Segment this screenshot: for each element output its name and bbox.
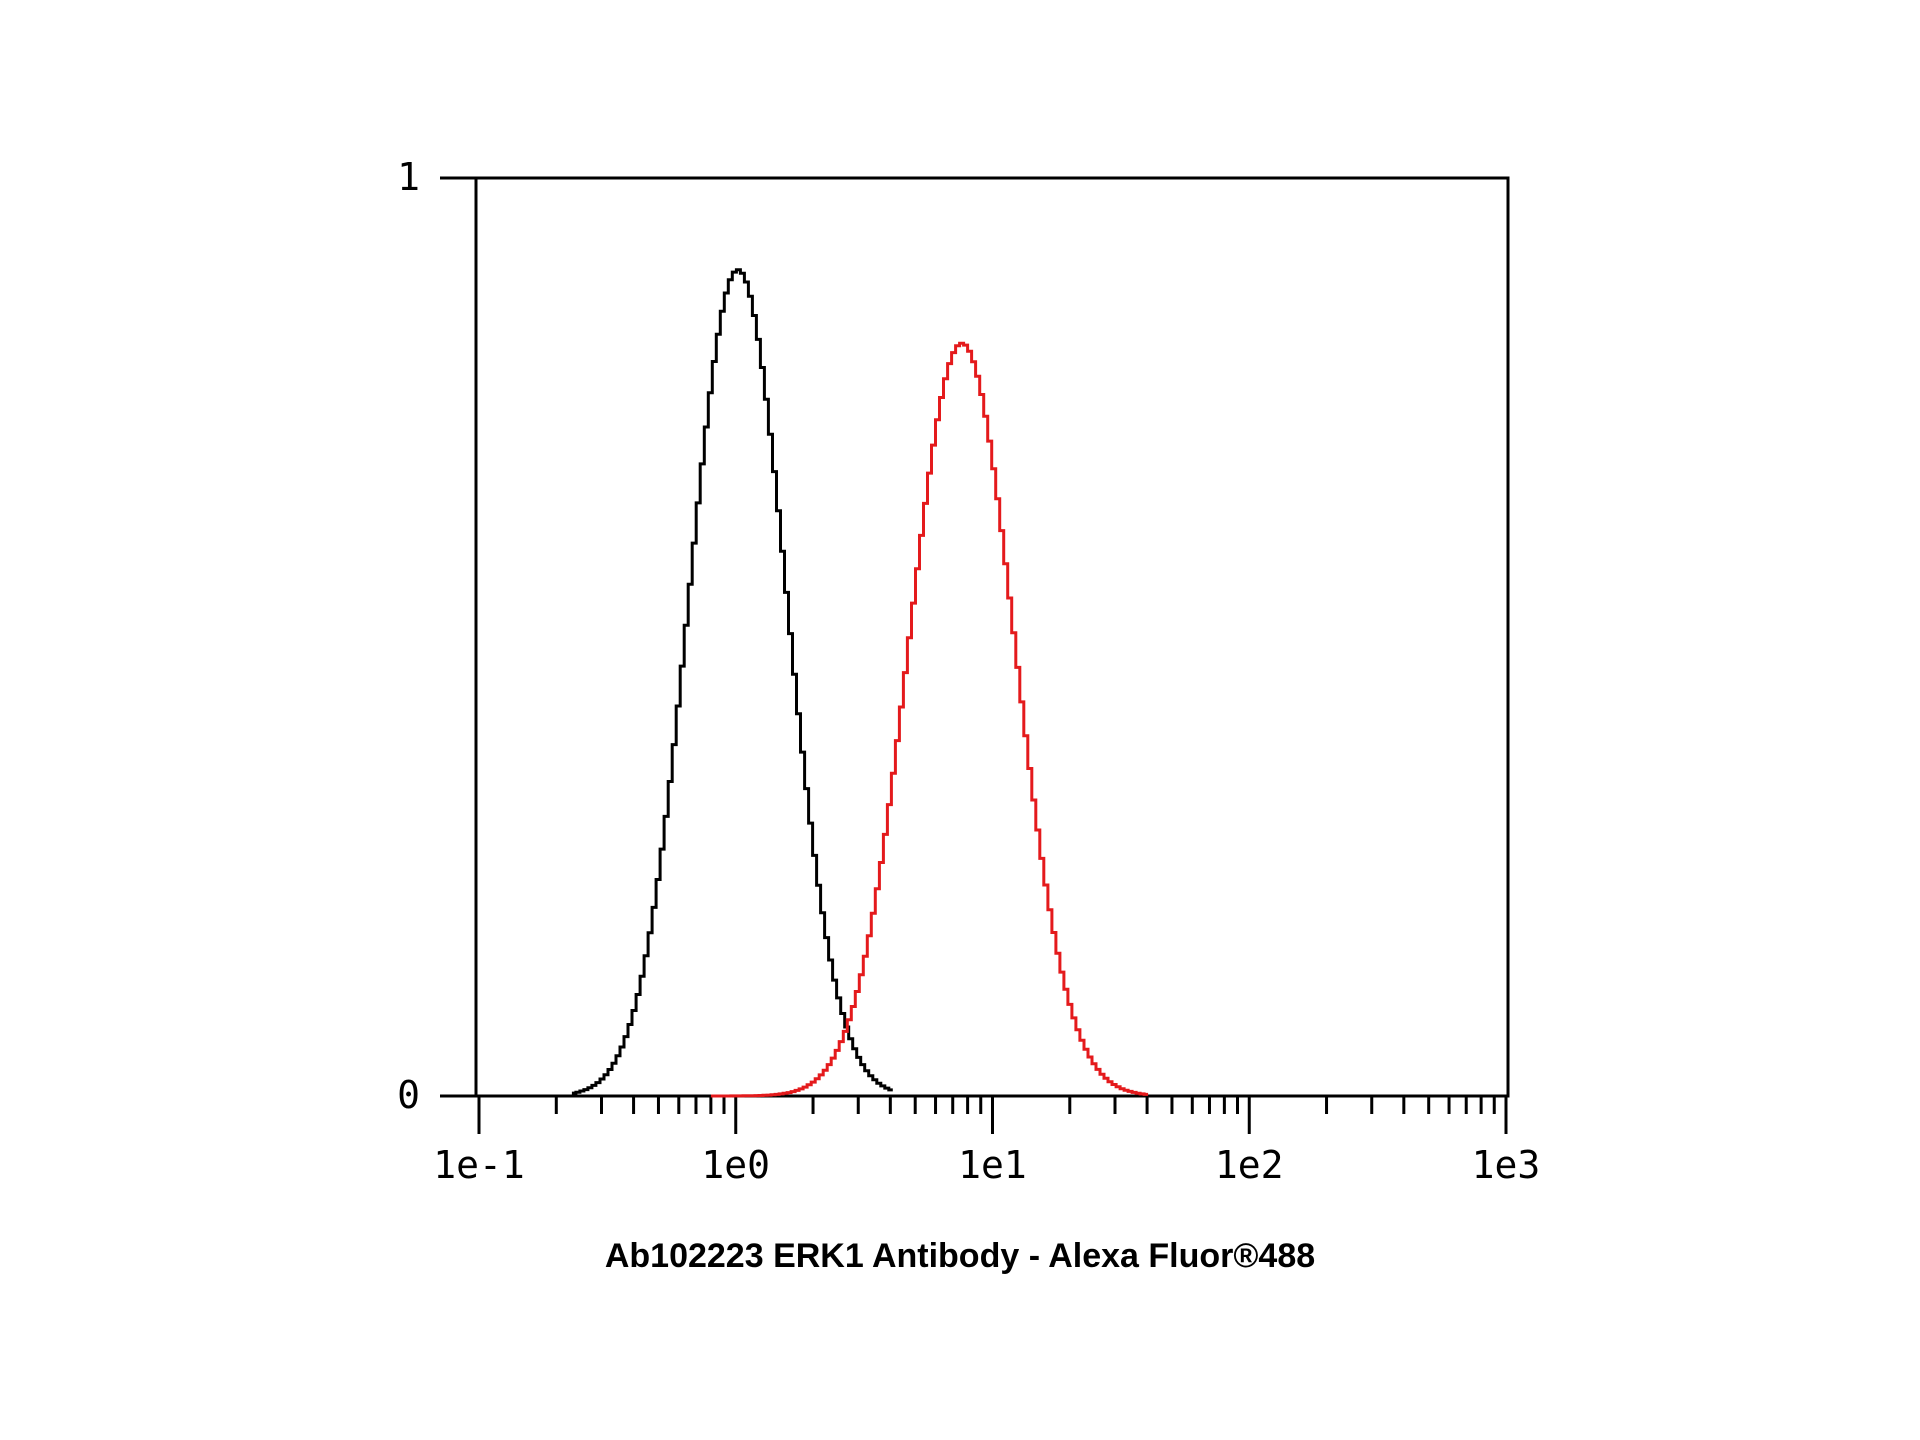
y-tick-label: 0 [397,1073,420,1117]
histogram-series-2 [710,341,1149,1098]
histogram-series-1 [571,268,893,1095]
y-axis-ticks: 01 [397,155,476,1117]
x-tick-label: 1e-1 [433,1143,525,1187]
series-layer [571,268,1149,1098]
plot-frame [474,176,1510,1098]
x-tick-label: 1e2 [1215,1143,1284,1187]
x-tick-label: 1e1 [958,1143,1027,1187]
x-tick-label: 1e0 [701,1143,770,1187]
y-tick-label: 1 [397,155,420,199]
x-axis-ticks: 1e-1 1e0 1e1 1e2 1e3 [433,1096,1540,1187]
x-tick-label: 1e3 [1472,1143,1541,1187]
x-axis-label: Ab102223 ERK1 Antibody - Alexa Fluor®488 [605,1237,1315,1275]
